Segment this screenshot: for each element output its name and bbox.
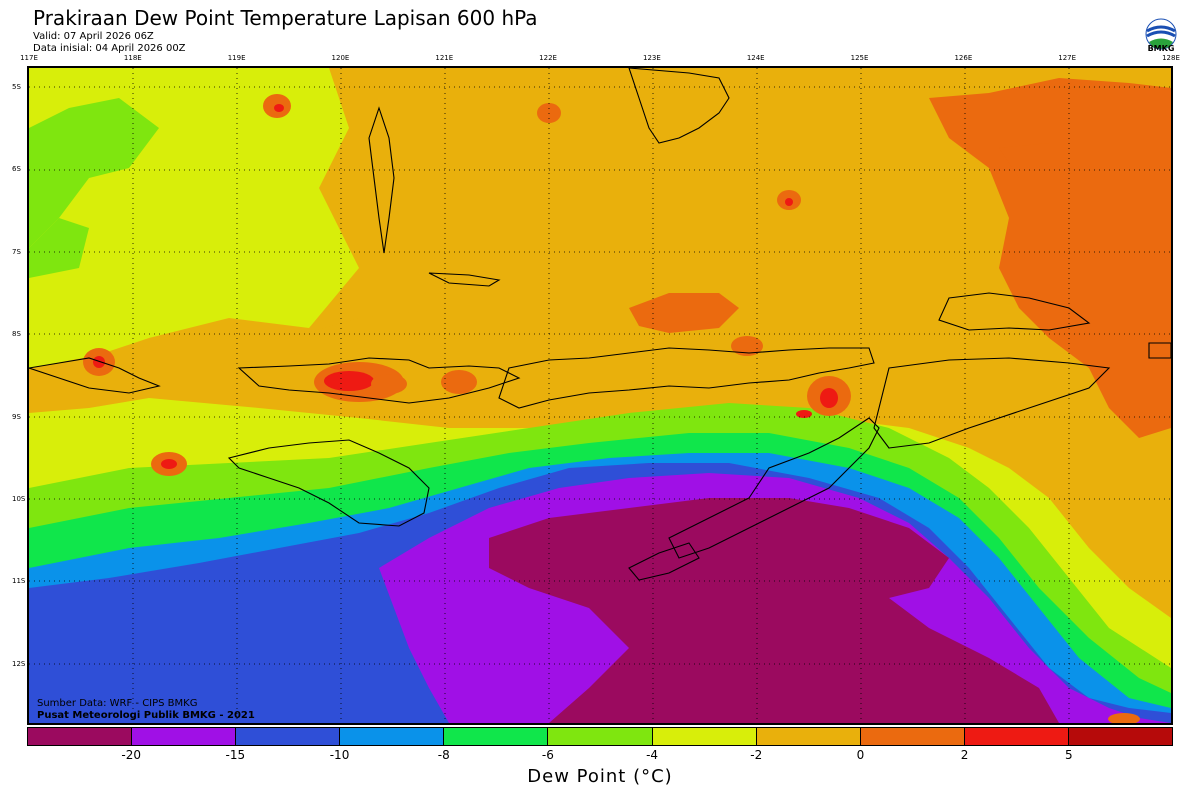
colorbar-segment: [340, 728, 445, 745]
data-source-credit: Sumber Data: WRF - CIPS BMKG: [37, 698, 198, 709]
lon-label: 119E: [227, 54, 246, 62]
lon-label: 125E: [850, 54, 869, 62]
colorbar-segment: [236, 728, 341, 745]
lat-label: 10S: [12, 495, 26, 503]
colorbar-segment: [28, 728, 133, 745]
lon-label: 121E: [435, 54, 454, 62]
lat-label: 8S: [12, 330, 21, 339]
lon-label: 127E: [1058, 54, 1077, 62]
colorbar-tick: -20: [121, 748, 141, 762]
colorbar-tick: -8: [437, 748, 450, 762]
colorbar-tick: -2: [750, 748, 763, 762]
colorbar-segment: [652, 728, 757, 745]
valid-time: Valid: 07 April 2026 06Z: [33, 31, 154, 42]
lat-label: 5S: [12, 83, 21, 91]
colorbar-tick: -4: [646, 748, 659, 762]
colorbar-segment: [132, 728, 237, 745]
colorbar-segment: [1068, 728, 1173, 745]
publisher-credit: Pusat Meteorologi Publik BMKG - 2021: [37, 710, 255, 721]
coastlines: [29, 68, 1171, 581]
colorbar-segment: [964, 728, 1069, 745]
lon-label: 124E: [746, 54, 765, 62]
colorbar-segment: [860, 728, 965, 745]
lat-label: 9S: [12, 412, 21, 421]
colorbar-tick: -6: [541, 748, 554, 762]
lon-label: 123E: [643, 54, 661, 62]
lon-label: 128E: [1162, 54, 1180, 62]
logo-text: BMKG: [1147, 44, 1175, 53]
init-time: Data inisial: 04 April 2026 00Z: [33, 43, 186, 54]
lat-label: 12S: [12, 659, 26, 668]
dew-point-map: [27, 66, 1173, 725]
lat-label: 6S: [12, 165, 21, 174]
colorbar-tick: -10: [329, 748, 350, 762]
colorbar-tick: 2: [960, 748, 969, 762]
lon-label: 117E: [20, 54, 38, 62]
lon-label: 118E: [123, 54, 142, 62]
lon-label: 126E: [954, 54, 973, 62]
lat-label: 11S: [12, 577, 26, 586]
colorbar: [27, 727, 1173, 746]
colorbar-segment: [548, 728, 653, 745]
colorbar-label: Dew Point (°C): [527, 766, 673, 787]
lat-label: 7S: [12, 247, 21, 256]
colorbar-tick: -15: [225, 748, 246, 762]
colorbar-segment: [756, 728, 861, 745]
page-title: Prakiraan Dew Point Temperature Lapisan …: [33, 6, 538, 30]
bmkg-logo-icon: [1145, 18, 1177, 50]
lon-label: 122E: [539, 54, 557, 62]
colorbar-tick: 0: [856, 748, 865, 762]
colorbar-segment: [444, 728, 549, 745]
colorbar-tick: 5: [1064, 748, 1073, 762]
map-field: [29, 68, 1171, 723]
lon-label: 120E: [331, 54, 350, 62]
